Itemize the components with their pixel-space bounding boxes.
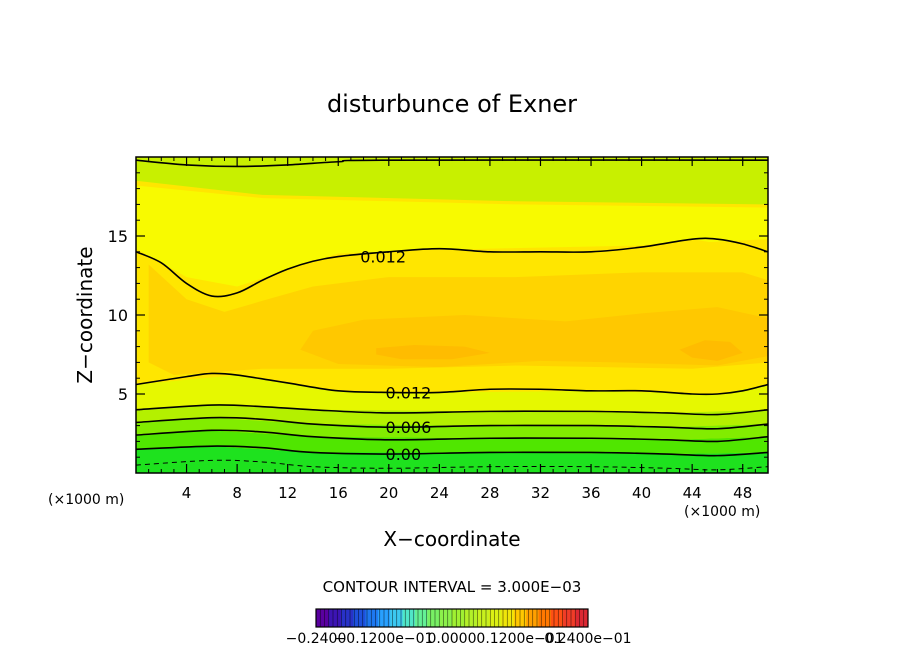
- contour-line-4: [136, 429, 768, 443]
- contour-line-0: [136, 237, 768, 298]
- contour-label: 0.006: [386, 418, 432, 437]
- filled-band-10: [136, 430, 768, 455]
- x-unit-right: (×1000 m): [684, 504, 760, 520]
- colorbar-swatch: [452, 609, 465, 627]
- colorbar-swatch: [414, 609, 428, 627]
- colorbar-swatch: [353, 609, 366, 627]
- x-unit-left: (×1000 m): [48, 492, 124, 508]
- x-axis-title: X−coordinate: [383, 527, 520, 551]
- colorbar-swatch: [538, 609, 552, 627]
- colorbar-label: 0.2400e−01: [544, 631, 631, 647]
- colorbar-swatch: [439, 609, 453, 627]
- x-tick-label: 16: [329, 484, 348, 502]
- colorbar-swatch: [476, 609, 490, 627]
- y-tick-label: 15: [108, 227, 128, 246]
- chart-title: disturbunce of Exner: [327, 90, 577, 118]
- colorbar-swatch: [501, 609, 515, 627]
- x-tick-label: 12: [278, 484, 297, 502]
- colorbar-label: −0.1200e−01: [335, 631, 434, 647]
- colorbar: [315, 608, 589, 628]
- colorbar-label: 0.1200e−01: [476, 631, 563, 647]
- x-tick-label: 28: [480, 484, 499, 502]
- contour-interval-text: CONTOUR INTERVAL = 3.000E−03: [323, 578, 582, 596]
- x-tick-label: 40: [632, 484, 651, 502]
- colorbar-swatch: [489, 609, 502, 627]
- y-axis-title: Z−coordinate: [73, 246, 97, 383]
- x-tick-label: 44: [683, 484, 702, 502]
- colorbar-swatch: [402, 609, 416, 627]
- plot-area: 0.012 0.012 0.006 0.00: [136, 157, 768, 473]
- colorbar-label: 0.0000: [428, 631, 477, 647]
- x-tick-label: 8: [232, 484, 242, 502]
- colorbar-swatch: [427, 609, 441, 627]
- contour-line-7: [136, 159, 768, 168]
- colorbar-swatch: [316, 609, 329, 627]
- x-tick-label: 4: [182, 484, 192, 502]
- x-tick-label: 32: [531, 484, 550, 502]
- filled-band-11: [136, 446, 768, 473]
- y-tick-label: 10: [108, 306, 128, 325]
- x-tick-label: 20: [379, 484, 398, 502]
- x-tick-label: 24: [430, 484, 449, 502]
- colorbar-labels: −0.2400−0.1200e−010.0000 0.1200e−010.2400…: [286, 631, 632, 647]
- colorbar-label: −0.2400: [286, 631, 347, 647]
- x-tick-label: 48: [733, 484, 752, 502]
- filled-band-1: [136, 185, 768, 287]
- contour-label: 0.00: [386, 445, 422, 464]
- filled-band-5: [376, 345, 490, 360]
- colorbar-swatch: [550, 609, 564, 627]
- x-tick-label: 36: [581, 484, 600, 502]
- colorbar-swatch: [328, 609, 342, 627]
- y-tick-label: 5: [118, 385, 128, 404]
- colorbar-swatch: [575, 609, 589, 627]
- filled-band-0: [136, 157, 768, 205]
- colorbar-swatch: [563, 609, 577, 627]
- contour-line-2: [136, 404, 768, 416]
- contour-label: 0.012: [360, 248, 406, 267]
- filled-band-6: [679, 340, 743, 361]
- contour-line-1: [136, 372, 768, 396]
- colorbar-swatch: [464, 609, 478, 627]
- contour-line-3: [136, 416, 768, 430]
- colorbar-frame: [315, 608, 589, 628]
- contour-line-5: [136, 445, 768, 457]
- colorbar-swatch: [365, 609, 379, 627]
- colorbar-swatch: [340, 609, 354, 627]
- contour-label: 0.012: [386, 383, 432, 402]
